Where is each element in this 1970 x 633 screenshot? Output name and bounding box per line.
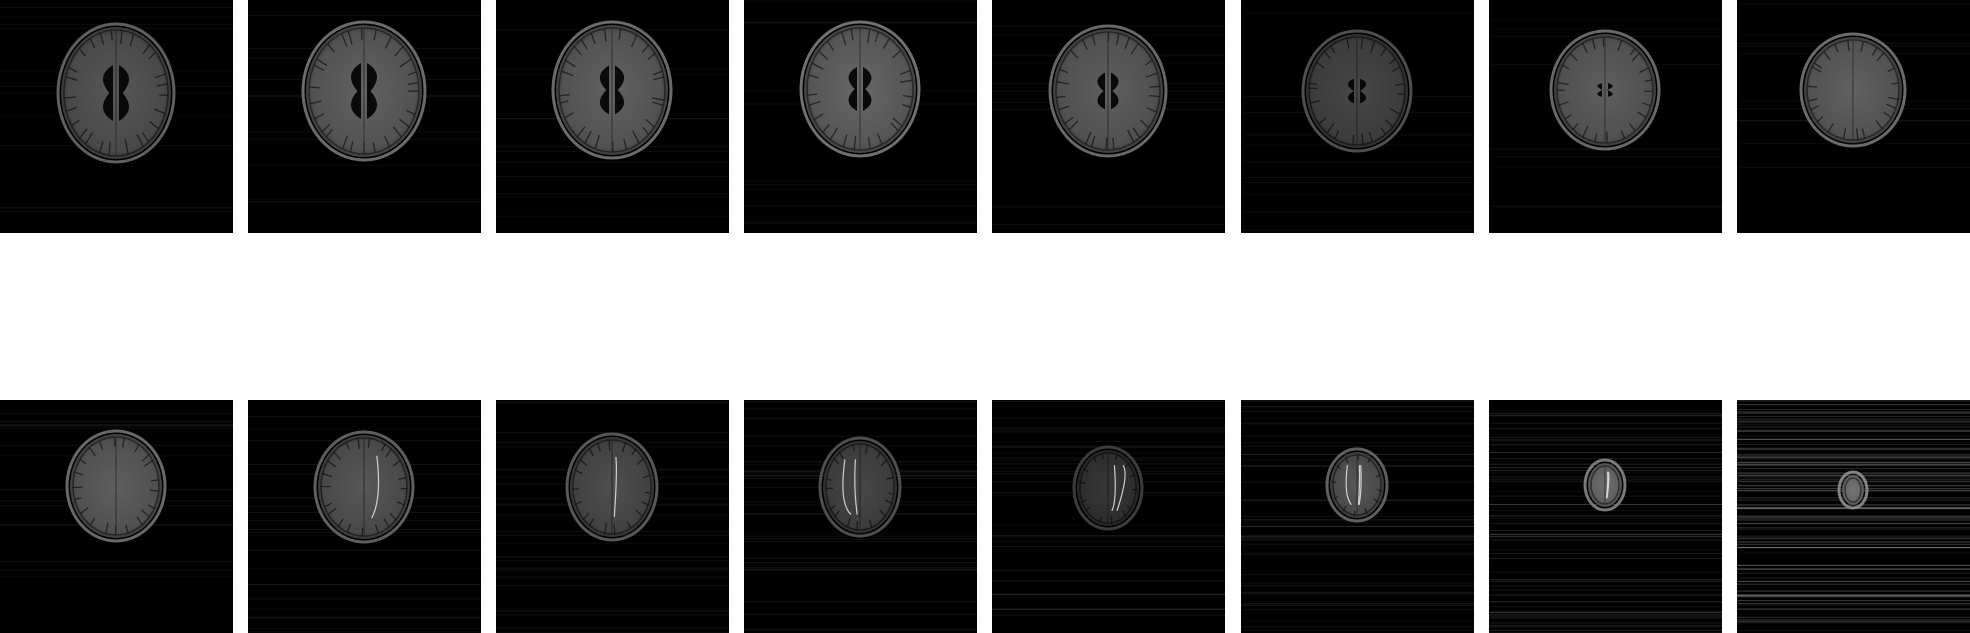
mri-slice-image — [992, 0, 1225, 233]
mri-slice-image — [1241, 400, 1474, 633]
mri-slice-image — [744, 400, 977, 633]
mri-slice-image — [0, 400, 233, 633]
mri-slice-image — [744, 0, 977, 233]
mri-slice-image — [1489, 0, 1722, 233]
mri-slice-tile — [992, 0, 1225, 233]
mri-slice-tile — [248, 0, 481, 233]
mri-slice-image — [496, 0, 729, 233]
mri-slice-image — [1241, 0, 1474, 233]
mri-slice-tile — [744, 400, 977, 633]
mri-slice-image — [248, 0, 481, 233]
mri-slice-tile — [496, 400, 729, 633]
mri-slice-tile — [1241, 400, 1474, 633]
mri-slice-image — [1737, 400, 1970, 633]
mri-slice-tile — [744, 0, 977, 233]
mri-slice-tile — [1737, 400, 1970, 633]
mri-slice-tile — [0, 400, 233, 633]
mri-slice-tile — [1489, 0, 1722, 233]
bottom-row — [0, 400, 1970, 633]
mri-slice-image — [496, 400, 729, 633]
top-row — [0, 0, 1970, 233]
mri-slice-tile — [1489, 400, 1722, 633]
mri-slice-tile — [0, 0, 233, 233]
mri-slice-image — [0, 0, 233, 233]
mri-slice-tile — [1737, 0, 1970, 233]
mri-slice-tile — [496, 0, 729, 233]
mri-slice-image — [1489, 400, 1722, 633]
mri-slice-tile — [248, 400, 481, 633]
mri-slice-image — [992, 400, 1225, 633]
mri-slice-image — [1737, 0, 1970, 233]
mri-slice-tile — [1241, 0, 1474, 233]
mri-slice-tile — [992, 400, 1225, 633]
mri-slice-image — [248, 400, 481, 633]
